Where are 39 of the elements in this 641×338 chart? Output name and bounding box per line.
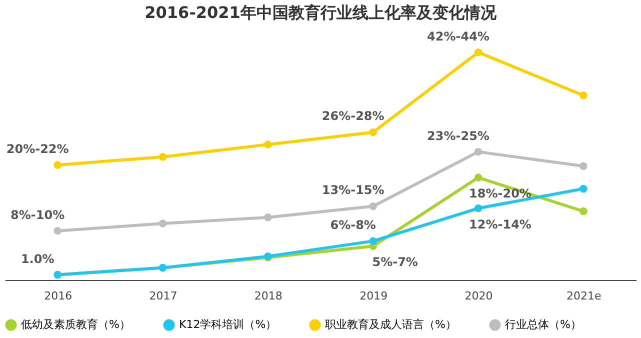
point <box>54 226 62 235</box>
point <box>580 207 588 216</box>
point <box>580 162 588 170</box>
point <box>580 91 588 100</box>
point <box>474 48 482 56</box>
annotation: 26%-28% <box>322 109 384 124</box>
point <box>580 184 588 193</box>
point <box>474 174 482 182</box>
legend-label: K12学科培训（%） <box>179 318 277 331</box>
annotation: 12%-14% <box>469 217 532 232</box>
annotation: 5%-7% <box>372 255 418 270</box>
annotation: 18%-20% <box>469 186 532 201</box>
annotation: 6%-8% <box>330 218 376 232</box>
point <box>158 152 167 161</box>
x-tick-label: 2021e <box>566 290 602 302</box>
point <box>369 237 377 245</box>
legend-label: 低幼及素质教育（%） <box>21 318 130 331</box>
annotation: 8%-10% <box>10 208 65 222</box>
x-tick-label: 2017 <box>149 290 178 302</box>
annotation: 1.0% <box>20 252 54 266</box>
point <box>369 128 377 136</box>
annotation: 23%-25% <box>427 128 490 143</box>
x-tick-label: 2016 <box>44 290 72 302</box>
chart-title: 2016-2021年中国教育行业线上化率及变化情况 <box>144 3 498 22</box>
legend-label: 职业教育及成人语言（%） <box>325 318 456 331</box>
point <box>474 148 482 156</box>
x-tick-label: 2019 <box>360 290 388 302</box>
annotation: 13%-15% <box>322 183 384 198</box>
point <box>369 202 377 210</box>
annotation: 20%-22% <box>6 142 69 156</box>
point <box>54 161 62 169</box>
legend-label: 行业总体（%） <box>505 318 582 331</box>
x-tick-label: 2018 <box>254 290 282 302</box>
point <box>474 204 482 212</box>
point <box>158 220 167 228</box>
x-tick-label: 2020 <box>464 290 493 302</box>
point <box>264 140 272 148</box>
annotation: 42%-44% <box>427 29 490 44</box>
point <box>264 214 272 222</box>
